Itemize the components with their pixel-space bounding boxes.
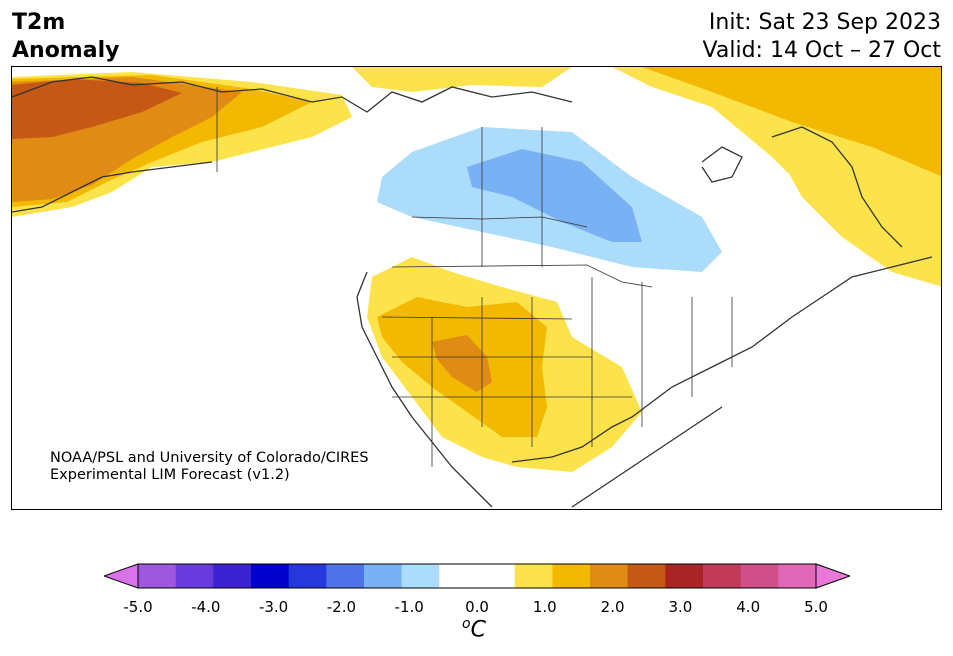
colorbar-tick-label: -5.0 bbox=[123, 598, 153, 616]
colorbar-cell bbox=[514, 564, 553, 588]
colorbar-cell bbox=[175, 564, 214, 588]
anomaly-region-greenland-2 bbox=[642, 67, 941, 177]
colorbar-cell bbox=[401, 564, 440, 588]
colorbar-tick-label: 2.0 bbox=[600, 598, 625, 616]
colorbar-cell bbox=[665, 564, 704, 588]
colorbar-cell bbox=[364, 564, 403, 588]
colorbar-cell bbox=[477, 564, 516, 588]
colorbar-tick-label: -1.0 bbox=[394, 598, 424, 616]
colorbar-cells bbox=[138, 564, 817, 588]
colorbar-tick-label: -2.0 bbox=[326, 598, 357, 616]
init-date: Init: Sat 23 Sep 2023 bbox=[708, 10, 941, 35]
colorbar-tick-label: -4.0 bbox=[191, 598, 221, 616]
colorbar-high-extension bbox=[815, 563, 850, 589]
map-svg bbox=[12, 67, 941, 508]
anomaly-region-us-3 bbox=[432, 335, 492, 392]
units-celsius: C bbox=[470, 617, 486, 643]
colorbar-cell bbox=[213, 564, 252, 588]
map-title: T2m Anomaly bbox=[12, 9, 119, 65]
coastlines bbox=[12, 76, 933, 508]
anomaly-region-quebec bbox=[777, 152, 941, 287]
colorbar-cell bbox=[703, 564, 742, 588]
forecast-dates: Init: Sat 23 Sep 2023 Valid: 14 Oct – 27… bbox=[703, 9, 941, 65]
colorbar-tick-label: 3.0 bbox=[668, 598, 693, 616]
colorbar-cell bbox=[552, 564, 591, 588]
colorbar bbox=[104, 563, 850, 589]
colorbar-tick-label: 4.0 bbox=[736, 598, 761, 616]
colorbar-low-extension bbox=[104, 563, 139, 589]
colorbar-tick-label: 1.0 bbox=[532, 598, 557, 616]
colorbar-tick-label: 5.0 bbox=[804, 598, 828, 616]
anomaly-region-canada-cold bbox=[467, 149, 642, 242]
colorbar-cell bbox=[627, 564, 666, 588]
anomaly-region-alaska-4 bbox=[12, 79, 182, 139]
anomaly-map: NOAA/PSL and University of Colorado/CIRE… bbox=[11, 66, 942, 510]
colorbar-tick-label: 0.0 bbox=[465, 598, 489, 616]
colorbar-units: oC bbox=[462, 616, 486, 642]
colorbar-cell bbox=[138, 564, 177, 588]
colorbar-tick-label: -3.0 bbox=[258, 598, 289, 616]
colorbar-cell bbox=[288, 564, 327, 588]
title-line-2: Anomaly bbox=[12, 38, 120, 63]
colorbar-outline bbox=[137, 563, 817, 589]
units-degree: o bbox=[462, 616, 471, 632]
colorbar-cell bbox=[251, 564, 290, 588]
title-line-1: T2m bbox=[12, 10, 66, 35]
colorbar-cell bbox=[778, 564, 817, 588]
colorbar-cell bbox=[740, 564, 779, 588]
anomaly-region-arctic-islands bbox=[352, 67, 572, 92]
credit-line-2: Experimental LIM Forecast (v1.2) bbox=[50, 467, 290, 483]
colorbar-cell bbox=[590, 564, 629, 588]
colorbar-cell bbox=[326, 564, 365, 588]
valid-date: Valid: 14 Oct – 27 Oct bbox=[702, 38, 941, 63]
political-borders bbox=[216, 87, 733, 467]
colorbar-cell bbox=[439, 564, 478, 588]
credit-line-1: NOAA/PSL and University of Colorado/CIRE… bbox=[50, 450, 369, 466]
map-credit: NOAA/PSL and University of Colorado/CIRE… bbox=[50, 450, 369, 484]
